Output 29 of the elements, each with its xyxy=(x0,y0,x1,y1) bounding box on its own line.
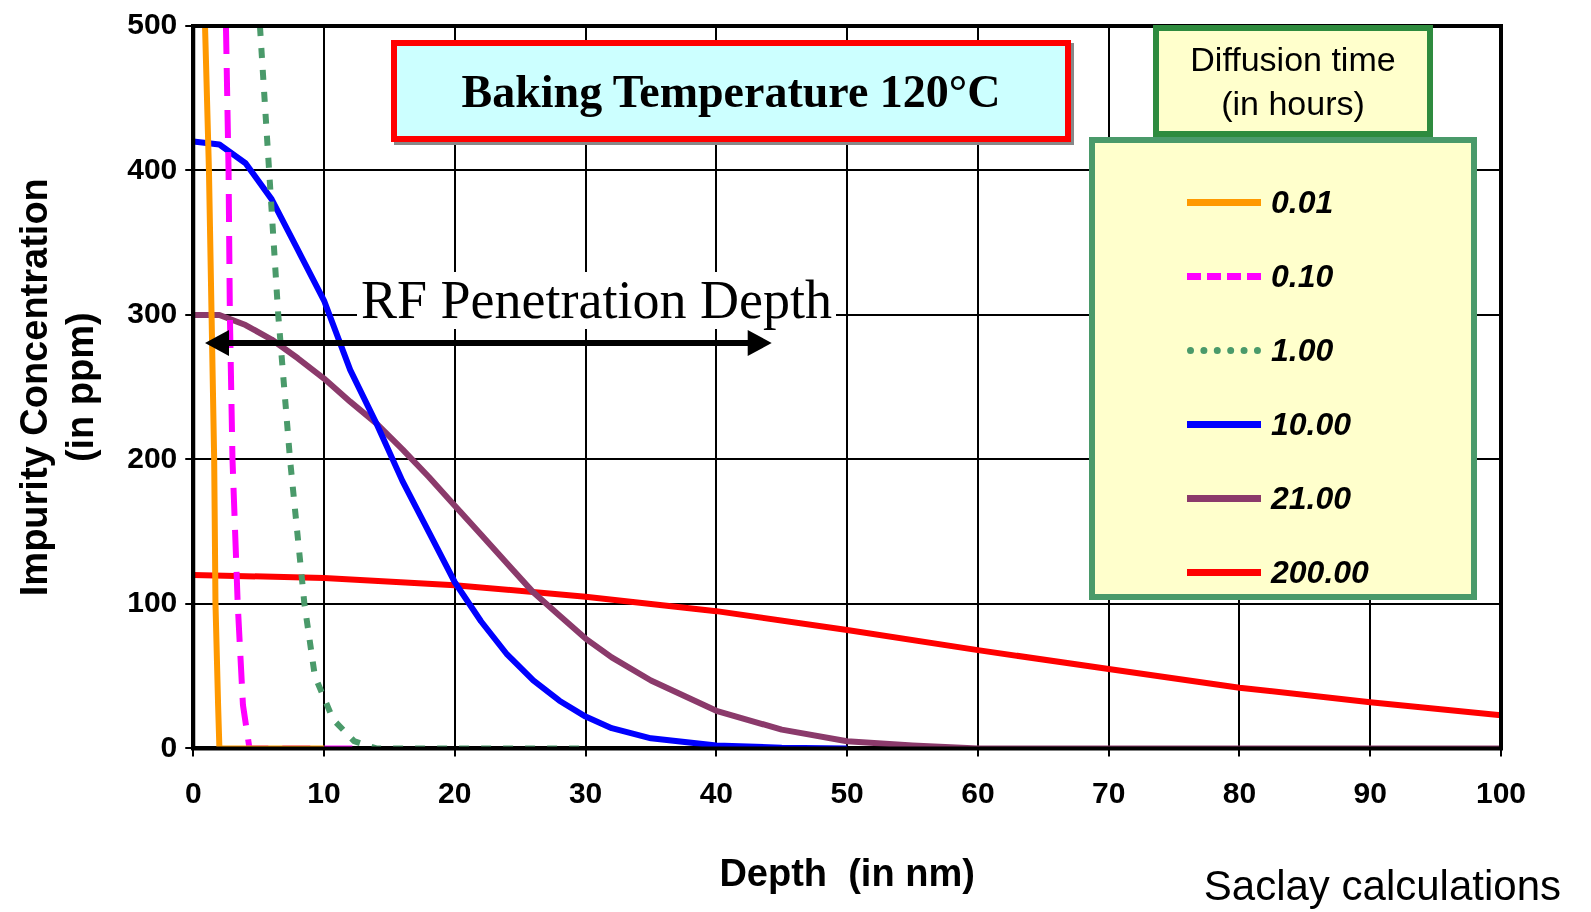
x-tick-label: 80 xyxy=(1222,775,1257,809)
legend-label: 0.10 xyxy=(1271,257,1334,295)
x-tick-label: 50 xyxy=(830,775,864,809)
legend-label: 1.00 xyxy=(1271,331,1334,369)
y-tick-label: 300 xyxy=(127,296,178,330)
x-tick-label: 70 xyxy=(1091,775,1126,809)
x-tick-label: 90 xyxy=(1353,775,1387,809)
x-tick-label: 40 xyxy=(699,775,734,809)
x-tick-label: 20 xyxy=(438,775,472,809)
text: Baking Temperature 120°C xyxy=(391,40,1071,142)
y-tick-label: 100 xyxy=(127,585,178,619)
y-axis-title: Impurity Concentration (in ppm) xyxy=(13,178,101,597)
x-axis-title: Depth (in nm) xyxy=(719,851,975,894)
x-tick-label: 10 xyxy=(307,775,341,809)
y-tick-label: 500 xyxy=(127,7,178,41)
x-tick-label: 100 xyxy=(1475,775,1527,809)
legend-label: 21.00 xyxy=(1271,479,1352,517)
legend-label: 200.00 xyxy=(1271,553,1369,591)
text: Saclay calculations xyxy=(1203,862,1561,910)
y-tick-label: 400 xyxy=(127,151,178,185)
y-tick-label: 200 xyxy=(127,440,178,474)
x-tick-label: 30 xyxy=(568,775,603,809)
annotation: RF Penetration Depth xyxy=(357,270,836,330)
legend-label: 0.01 xyxy=(1271,183,1334,221)
x-tick-label: 0 xyxy=(184,775,202,809)
legend-title: Diffusion time (in hours) xyxy=(1153,25,1433,137)
legend-label: 10.00 xyxy=(1271,405,1352,443)
y-tick-label: 0 xyxy=(160,729,178,763)
x-tick-label: 60 xyxy=(961,775,995,809)
